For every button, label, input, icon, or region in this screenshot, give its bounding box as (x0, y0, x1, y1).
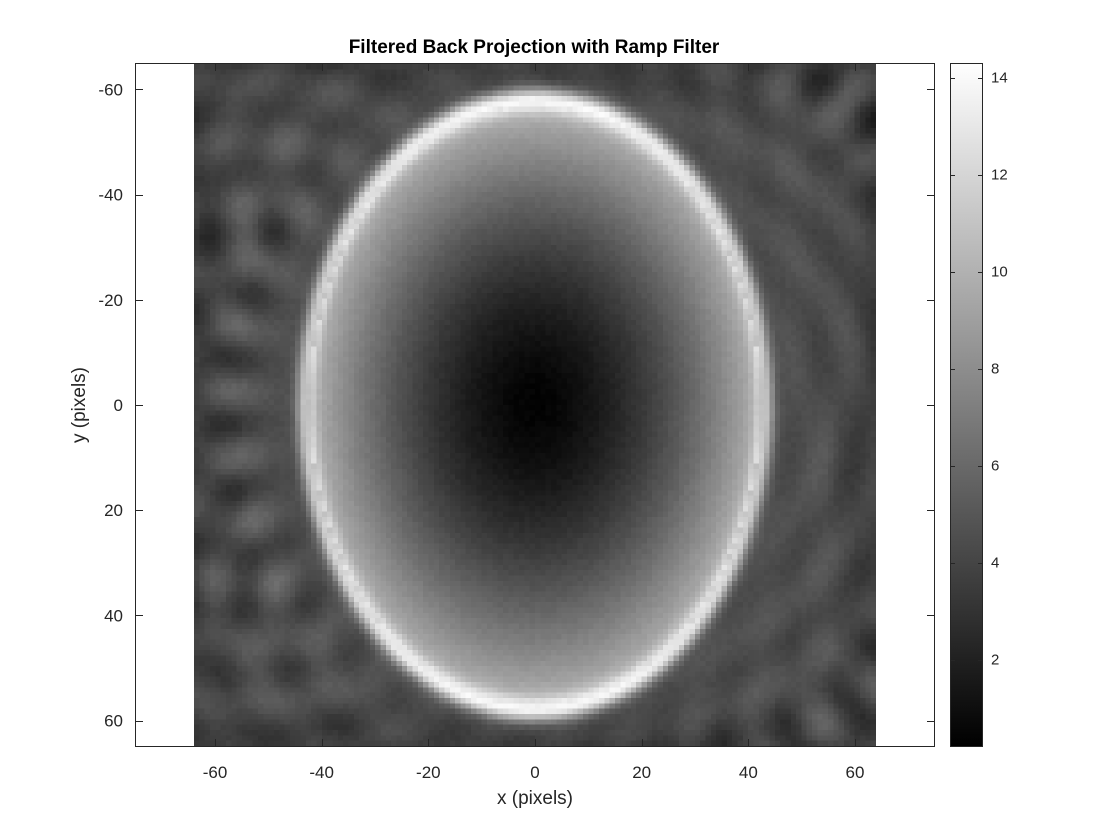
heatmap-image (193, 64, 877, 746)
x-tick-label: -40 (309, 763, 334, 782)
x-axis-label: x (pixels) (497, 788, 573, 809)
x-tick-label: 40 (739, 763, 758, 782)
y-axis-label: y (pixels) (69, 367, 90, 443)
y-tick-label: 0 (114, 396, 123, 415)
y-tick-label: 60 (104, 712, 123, 731)
y-tick-label: -20 (98, 291, 123, 310)
colorbar-tick-label: 14 (991, 70, 1008, 87)
colorbar-tick-label: 6 (991, 458, 999, 475)
colorbar-box (950, 63, 983, 747)
plot-axes: -60 -40 -20 0 20 40 60 -60 -40 -20 0 20 40 60 (98, 63, 935, 782)
colorbar-ticks: 2 4 6 8 10 12 14 (950, 70, 1008, 669)
colorbar-tick-label: 10 (991, 264, 1008, 281)
colorbar-tick-label: 8 (991, 361, 999, 378)
colorbar-tick-label: 4 (991, 555, 999, 572)
y-tick-label: 40 (104, 606, 123, 625)
x-tick-label: 20 (632, 763, 651, 782)
x-tick-label: -60 (203, 763, 228, 782)
chart-title: Filtered Back Projection with Ramp Filte… (349, 37, 720, 58)
colorbar: 2 4 6 8 10 12 14 (950, 63, 1008, 747)
x-axis-ticks: -60 -40 -20 0 20 40 60 (203, 63, 865, 782)
heatmap-image-container (193, 64, 877, 746)
colorbar-gradient (950, 63, 983, 747)
x-tick-label: -20 (416, 763, 441, 782)
y-axis-ticks: -60 -40 -20 0 20 40 60 (98, 80, 935, 731)
y-tick-label: -40 (98, 186, 123, 205)
y-tick-label: -60 (98, 80, 123, 99)
x-tick-label: 60 (846, 763, 865, 782)
x-tick-label: 0 (530, 763, 539, 782)
y-tick-label: 20 (104, 501, 123, 520)
colorbar-tick-label: 2 (991, 652, 999, 669)
colorbar-tick-label: 12 (991, 167, 1008, 184)
